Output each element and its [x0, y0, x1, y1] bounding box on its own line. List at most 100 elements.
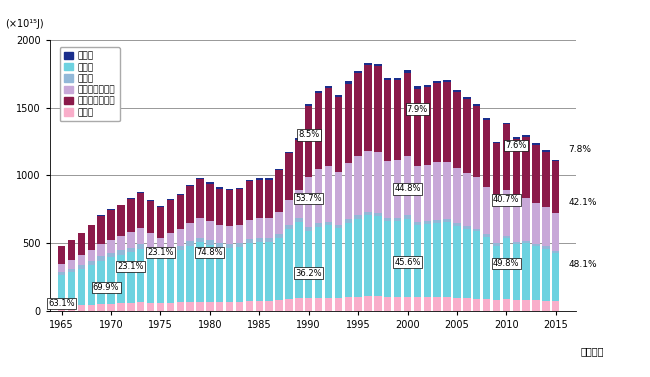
Bar — [483, 118, 490, 120]
Bar — [523, 241, 530, 243]
Bar — [88, 250, 95, 261]
Bar — [196, 179, 203, 218]
Bar — [295, 298, 302, 311]
Bar — [413, 166, 421, 222]
Bar — [276, 170, 283, 212]
Bar — [325, 88, 332, 166]
Bar — [187, 185, 194, 186]
Bar — [354, 215, 362, 219]
Bar — [523, 135, 530, 137]
Bar — [226, 190, 233, 226]
Bar — [98, 216, 105, 244]
Bar — [157, 256, 164, 303]
Bar — [246, 181, 253, 220]
Bar — [493, 246, 500, 300]
Bar — [137, 228, 144, 244]
Bar — [434, 83, 441, 162]
Bar — [107, 253, 115, 257]
Bar — [117, 205, 125, 236]
Bar — [147, 303, 154, 311]
Bar — [166, 200, 174, 233]
Bar — [552, 251, 560, 253]
Bar — [473, 104, 480, 106]
Bar — [276, 234, 283, 238]
Bar — [226, 226, 233, 244]
Bar — [246, 243, 253, 301]
Bar — [463, 173, 471, 226]
Bar — [236, 243, 243, 247]
Bar — [68, 306, 75, 311]
Bar — [512, 242, 520, 244]
Bar — [216, 242, 224, 247]
Bar — [226, 244, 233, 248]
Bar — [542, 207, 550, 247]
Bar — [374, 296, 382, 311]
Bar — [532, 246, 540, 300]
Bar — [413, 222, 421, 225]
Bar — [424, 224, 431, 297]
Bar — [532, 145, 540, 203]
Bar — [374, 64, 382, 66]
Bar — [177, 194, 184, 195]
Bar — [335, 228, 342, 298]
Bar — [443, 80, 450, 82]
Text: 8.5%: 8.5% — [298, 130, 319, 139]
Bar — [463, 100, 471, 173]
Bar — [523, 137, 530, 198]
Bar — [78, 269, 85, 305]
Bar — [265, 301, 273, 311]
Bar — [68, 239, 75, 240]
Bar — [443, 82, 450, 162]
Bar — [384, 78, 391, 80]
Bar — [147, 199, 154, 201]
Bar — [493, 141, 500, 143]
Bar — [166, 248, 174, 253]
Bar — [354, 73, 362, 156]
Bar — [206, 182, 214, 184]
Bar — [305, 298, 313, 311]
Bar — [78, 305, 85, 311]
Bar — [285, 152, 293, 153]
Bar — [542, 301, 550, 311]
Bar — [236, 302, 243, 311]
Bar — [206, 245, 214, 302]
Bar — [265, 218, 273, 238]
Bar — [127, 199, 135, 232]
Bar — [127, 253, 135, 303]
Bar — [325, 86, 332, 88]
Bar — [255, 301, 263, 311]
Bar — [216, 187, 224, 188]
Bar — [276, 212, 283, 234]
Bar — [98, 304, 105, 311]
Bar — [127, 303, 135, 311]
Bar — [502, 190, 510, 236]
Bar — [295, 222, 302, 298]
Bar — [255, 238, 263, 242]
Bar — [404, 297, 411, 311]
Bar — [413, 89, 421, 166]
Bar — [107, 210, 115, 240]
Text: 74.8%: 74.8% — [196, 248, 223, 257]
Bar — [187, 186, 194, 223]
Bar — [236, 189, 243, 225]
Bar — [374, 152, 382, 213]
Bar — [493, 300, 500, 311]
Bar — [107, 209, 115, 210]
Bar — [285, 299, 293, 311]
Bar — [473, 177, 480, 228]
Bar — [413, 225, 421, 297]
Bar — [147, 248, 154, 253]
Bar — [117, 303, 125, 311]
Bar — [147, 233, 154, 248]
Bar — [295, 138, 302, 139]
Bar — [315, 91, 322, 93]
Bar — [127, 198, 135, 199]
Bar — [552, 213, 560, 251]
Bar — [206, 240, 214, 245]
Bar — [276, 300, 283, 311]
Bar — [453, 223, 461, 226]
Bar — [463, 298, 471, 311]
Bar — [305, 104, 313, 106]
Bar — [443, 222, 450, 297]
Bar — [443, 297, 450, 311]
